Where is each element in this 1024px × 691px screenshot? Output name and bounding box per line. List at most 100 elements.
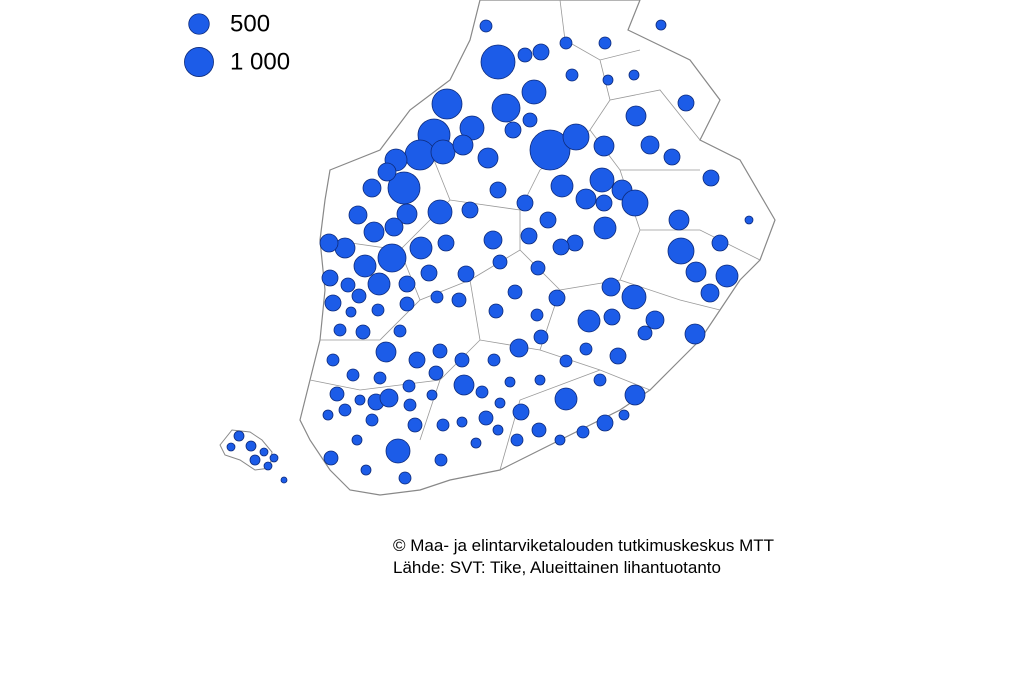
map-symbol — [396, 203, 418, 225]
legend-symbol — [184, 47, 214, 77]
map-symbol — [470, 437, 482, 449]
map-symbol — [478, 410, 494, 426]
map-symbol — [398, 275, 416, 293]
map-symbol — [430, 139, 456, 165]
copyright: © Maa- ja elintarviketalouden tutkimuske… — [393, 536, 774, 555]
map-symbol — [492, 424, 504, 436]
map-symbol — [655, 19, 667, 31]
map-symbol — [263, 461, 273, 471]
map-symbol — [516, 194, 534, 212]
map-symbol — [326, 353, 340, 367]
map-symbol — [434, 453, 448, 467]
map-symbol — [715, 264, 739, 288]
map-symbol — [333, 323, 347, 337]
legend-symbol — [188, 13, 210, 35]
map-symbol — [402, 379, 416, 393]
map-symbol — [367, 272, 391, 296]
map-symbol — [355, 324, 371, 340]
map-symbol — [452, 134, 474, 156]
legend-label: 1 000 — [230, 48, 290, 75]
map-symbol — [363, 221, 385, 243]
map-symbol — [530, 260, 546, 276]
map-symbol — [375, 341, 397, 363]
map-symbol — [700, 283, 720, 303]
map-symbol — [345, 306, 357, 318]
map-symbol — [624, 384, 646, 406]
map-symbol — [404, 139, 436, 171]
map-symbol — [625, 105, 647, 127]
map-symbol — [494, 397, 506, 409]
map-symbol — [432, 343, 448, 359]
map-symbol — [512, 403, 530, 421]
map-symbol — [456, 416, 468, 428]
map-symbol — [520, 227, 538, 245]
map-symbol — [451, 292, 467, 308]
map-symbol — [428, 365, 444, 381]
map-symbol — [621, 284, 647, 310]
map-symbol — [668, 209, 690, 231]
map-symbol — [385, 438, 411, 464]
map-symbol — [377, 243, 407, 273]
map-symbol — [510, 433, 524, 447]
map-symbol — [365, 413, 379, 427]
map-symbol — [387, 171, 421, 205]
map-symbol — [565, 68, 579, 82]
map-symbol — [488, 303, 504, 319]
map-symbol — [379, 388, 399, 408]
map-symbol — [436, 418, 450, 432]
map-symbol — [338, 403, 352, 417]
map-symbol — [407, 417, 423, 433]
map-symbol — [399, 296, 415, 312]
map-symbol — [362, 178, 382, 198]
map-symbol — [329, 386, 345, 402]
map-symbol — [491, 93, 521, 123]
map-symbol — [319, 233, 339, 253]
map-symbol — [575, 188, 597, 210]
map-symbol — [628, 69, 640, 81]
map-symbol — [280, 476, 288, 484]
map-symbol — [559, 354, 573, 368]
map-symbol — [548, 289, 566, 307]
legend: 500 1 000 — [184, 10, 290, 77]
map-symbol — [226, 442, 236, 452]
map-symbol — [554, 434, 566, 446]
map-symbol — [667, 237, 695, 265]
map-symbol — [492, 254, 508, 270]
map-symbol — [477, 147, 499, 169]
map-symbol — [677, 94, 695, 112]
map-symbol — [576, 425, 590, 439]
map-symbol — [539, 211, 557, 229]
map-symbol — [457, 265, 475, 283]
legend-label: 500 — [230, 10, 270, 37]
map-symbol — [579, 342, 593, 356]
map-symbol — [373, 371, 387, 385]
map-symbol — [663, 148, 681, 166]
map-symbol — [601, 277, 621, 297]
map-symbol — [593, 373, 607, 387]
map-symbol — [596, 414, 614, 432]
map-symbol — [598, 36, 612, 50]
country-outline — [299, 0, 776, 496]
map-symbol — [323, 450, 339, 466]
map-symbol — [259, 447, 269, 457]
map-symbol — [454, 352, 470, 368]
map-symbol — [377, 162, 397, 182]
map-symbol — [351, 288, 367, 304]
map-symbol — [517, 47, 533, 63]
map-symbol — [480, 44, 516, 80]
map-symbol — [640, 135, 660, 155]
map-symbol — [645, 310, 665, 330]
map-symbol — [384, 217, 404, 237]
map-symbol — [531, 422, 547, 438]
map-symbol — [534, 374, 546, 386]
map-symbol — [589, 167, 615, 193]
map-symbol — [550, 174, 574, 198]
map-symbol — [475, 385, 489, 399]
map-symbol — [321, 269, 339, 287]
map-symbol — [483, 230, 503, 250]
map-symbol — [461, 201, 479, 219]
map-symbol — [684, 323, 706, 345]
map-symbol — [233, 430, 245, 442]
map-symbol — [353, 254, 377, 278]
map-symbol — [408, 351, 426, 369]
